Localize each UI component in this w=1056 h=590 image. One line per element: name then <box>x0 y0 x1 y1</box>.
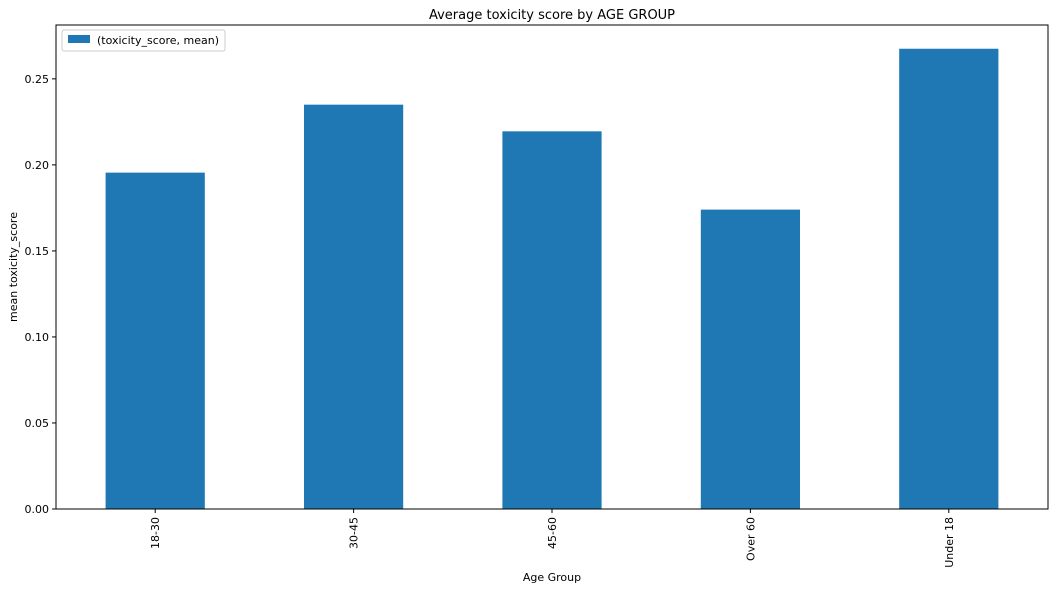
legend-box <box>61 29 226 52</box>
x-tick-label: 45-60 <box>546 517 559 549</box>
x-tick-label: Over 60 <box>744 517 757 561</box>
y-tick-label: 0.10 <box>25 331 50 344</box>
y-tick-label: 0.00 <box>25 503 50 516</box>
bars-group <box>105 48 999 509</box>
y-tick-label: 0.25 <box>25 73 50 86</box>
x-tick-label: 18-30 <box>149 517 162 549</box>
x-tick-label: 30-45 <box>348 517 361 549</box>
bar-over-60 <box>700 209 800 509</box>
bar-18-30 <box>105 172 205 509</box>
legend-swatch <box>68 35 90 43</box>
bar-45-60 <box>502 131 602 509</box>
x-tick-label: Under 18 <box>943 517 956 568</box>
x-axis-ticks: 18-30 30-45 45-60 Over 60 Under 18 <box>149 509 956 568</box>
y-tick-label: 0.05 <box>25 417 50 430</box>
legend: (toxicity_score, mean) <box>61 29 226 52</box>
chart-title: Average toxicity score by AGE GROUP <box>429 8 675 23</box>
y-axis-ticks: 0.00 0.05 0.10 0.15 0.20 0.25 <box>25 73 56 516</box>
y-axis-label: mean toxicity_score <box>7 212 20 322</box>
bar-30-45 <box>304 104 404 509</box>
y-tick-label: 0.20 <box>25 159 50 172</box>
x-axis-label: Age Group <box>523 571 581 584</box>
bar-under-18 <box>899 48 999 509</box>
y-tick-label: 0.15 <box>25 245 50 258</box>
legend-label: (toxicity_score, mean) <box>97 34 219 47</box>
plot-frame <box>55 24 1049 510</box>
